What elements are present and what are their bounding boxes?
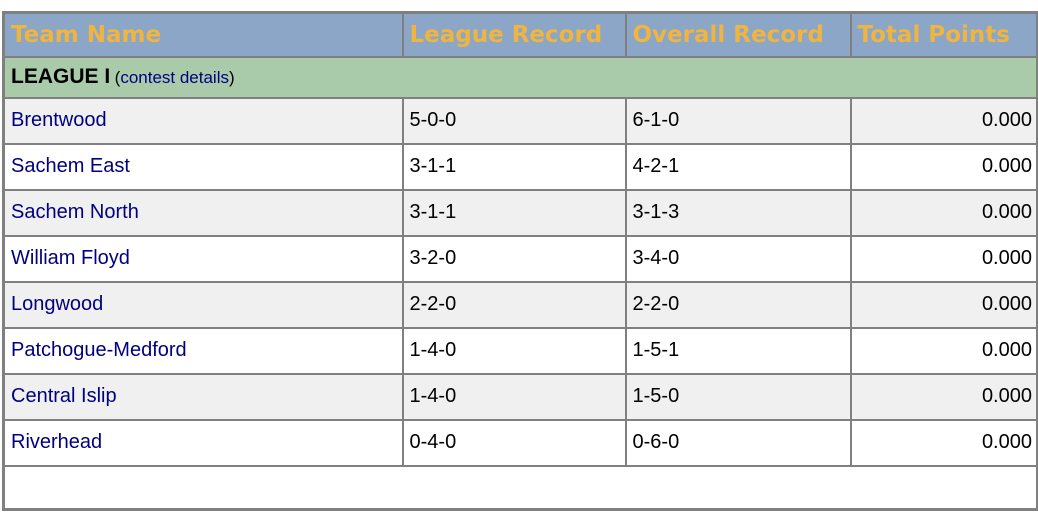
- team-name-cell: Riverhead: [2, 418, 404, 467]
- team-link[interactable]: Patchogue-Medford: [11, 339, 187, 361]
- total-points-cell: 0.000: [849, 234, 1038, 283]
- total-points-cell: 0.000: [849, 418, 1038, 467]
- team-name-cell: Longwood: [2, 280, 404, 329]
- overall-record-cell: 3-4-0: [624, 234, 852, 283]
- league-record-cell: 3-2-0: [401, 234, 627, 283]
- overall-record-cell: 1-5-0: [624, 372, 852, 421]
- overall-record-cell: 6-1-0: [624, 96, 852, 145]
- team-link[interactable]: Central Islip: [11, 385, 117, 407]
- section-details: (contest details): [115, 68, 235, 87]
- contest-details-link[interactable]: contest details: [120, 68, 229, 87]
- team-row: Central Islip 1-4-0 1-5-0 0.000: [2, 372, 1038, 421]
- column-header-total-points: Total Points: [849, 11, 1038, 58]
- total-points-cell: 0.000: [849, 372, 1038, 421]
- team-name-cell: Central Islip: [2, 372, 404, 421]
- overall-record-cell: 3-1-3: [624, 188, 852, 237]
- team-name-cell: Sachem East: [2, 142, 404, 191]
- table-header: Team Name League Record Overall Record T…: [2, 11, 1038, 58]
- total-points-cell: 0.000: [849, 96, 1038, 145]
- league-record-cell: 5-0-0: [401, 96, 627, 145]
- section-cell: LEAGUE I (contest details): [2, 55, 1038, 99]
- team-row: Patchogue-Medford 1-4-0 1-5-1 0.000: [2, 326, 1038, 375]
- total-points-cell: 0.000: [849, 142, 1038, 191]
- standings-table-body: LEAGUE I (contest details) Brentwood 5-0…: [2, 55, 1038, 511]
- total-points-cell: 0.000: [849, 280, 1038, 329]
- league-record-cell: 3-1-1: [401, 188, 627, 237]
- league-record-cell: 3-1-1: [401, 142, 627, 191]
- team-row: Riverhead 0-4-0 0-6-0 0.000: [2, 418, 1038, 467]
- column-header-league-record: League Record: [401, 11, 627, 58]
- league-record-cell: 0-4-0: [401, 418, 627, 467]
- overall-record-cell: 0-6-0: [624, 418, 852, 467]
- team-row: William Floyd 3-2-0 3-4-0 0.000: [2, 234, 1038, 283]
- overall-record-cell: 1-5-1: [624, 326, 852, 375]
- team-name-cell: William Floyd: [2, 234, 404, 283]
- overall-record-cell: 4-2-1: [624, 142, 852, 191]
- standings-table: Team Name League Record Overall Record T…: [2, 11, 1038, 511]
- team-link[interactable]: Longwood: [11, 293, 104, 315]
- team-row: Sachem East 3-1-1 4-2-1 0.000: [2, 142, 1038, 191]
- team-name-cell: Sachem North: [2, 188, 404, 237]
- table-header-row: Team Name League Record Overall Record T…: [2, 11, 1038, 58]
- total-points-cell: 0.000: [849, 188, 1038, 237]
- paren-close: ): [229, 68, 235, 87]
- team-link[interactable]: William Floyd: [11, 247, 130, 269]
- league-record-cell: 1-4-0: [401, 326, 627, 375]
- team-link[interactable]: Brentwood: [11, 109, 107, 131]
- team-link[interactable]: Sachem East: [11, 155, 130, 177]
- overall-record-cell: 2-2-0: [624, 280, 852, 329]
- league-record-cell: 2-2-0: [401, 280, 627, 329]
- team-name-cell: Patchogue-Medford: [2, 326, 404, 375]
- team-row: Brentwood 5-0-0 6-1-0 0.000: [2, 96, 1038, 145]
- team-row: Longwood 2-2-0 2-2-0 0.000: [2, 280, 1038, 329]
- section-title: LEAGUE I: [11, 65, 111, 88]
- section-row-league-1: LEAGUE I (contest details): [2, 55, 1038, 99]
- total-points-cell: 0.000: [849, 326, 1038, 375]
- column-header-team-name: Team Name: [2, 11, 404, 58]
- paren-open: (: [114, 68, 121, 87]
- team-row: Sachem North 3-1-1 3-1-3 0.000: [2, 188, 1038, 237]
- team-link[interactable]: Sachem North: [11, 201, 139, 223]
- partial-next-section-cell: [2, 464, 1038, 511]
- team-name-cell: Brentwood: [2, 96, 404, 145]
- team-link[interactable]: Riverhead: [11, 431, 103, 453]
- partial-next-section-row: [2, 464, 1038, 511]
- column-header-overall-record: Overall Record: [624, 11, 852, 58]
- league-record-cell: 1-4-0: [401, 372, 627, 421]
